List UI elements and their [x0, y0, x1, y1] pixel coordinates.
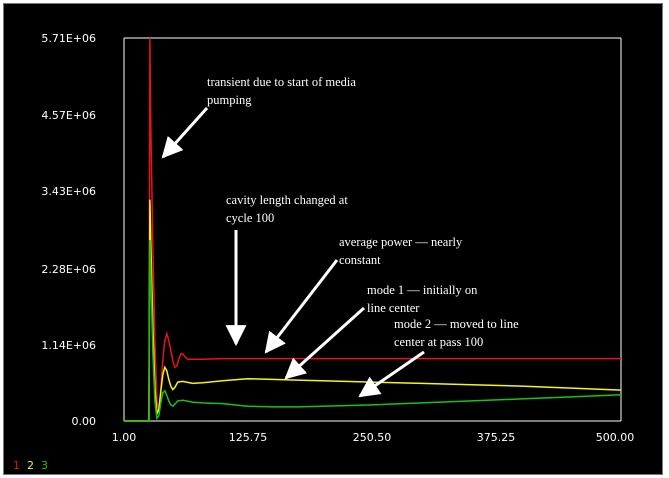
axes	[123, 37, 622, 422]
chart-window: 0.00 1.14E+06 2.28E+06 3.43E+06 4.57E+06…	[3, 3, 663, 475]
annotations: transient due to start of media pumping …	[161, 75, 519, 398]
annotation-text: cycle 100	[226, 211, 274, 225]
annotation-text: mode 2 — moved to line	[394, 317, 519, 331]
annotation-arrow	[358, 350, 425, 398]
legend-label-2: 2	[27, 459, 34, 472]
y-tick-label: 0.00	[72, 415, 97, 428]
legend-label-3: 3	[41, 459, 48, 472]
annotation-text: transient due to start of media	[207, 75, 356, 89]
annotation-arrow	[284, 306, 366, 380]
y-ticks: 0.00 1.14E+06 2.28E+06 3.43E+06 4.57E+06…	[41, 32, 96, 428]
annotation-text: constant	[339, 253, 381, 267]
series-group	[124, 37, 622, 422]
y-tick-label: 3.43E+06	[41, 185, 96, 198]
y-tick-label: 4.57E+06	[41, 109, 96, 122]
y-tick-label: 5.71E+06	[41, 32, 96, 45]
x-tick-label: 250.50	[353, 431, 392, 444]
x-tick-label: 125.75	[229, 431, 268, 444]
annotation-text: cavity length changed at	[226, 193, 348, 207]
y-tick-label: 1.14E+06	[41, 339, 96, 352]
y-tick-label: 2.28E+06	[41, 263, 96, 276]
legend-label-1: 1	[13, 459, 20, 472]
x-ticks: 1.00 125.75 250.50 375.25 500.00	[112, 431, 635, 444]
annotation-text: pumping	[207, 93, 252, 107]
annotation-text: average power — nearly	[339, 235, 463, 249]
series-line-1	[124, 37, 621, 422]
annotation-text: center at pass 100	[394, 335, 483, 349]
annotation-arrow	[264, 259, 339, 354]
x-tick-label: 500.00	[596, 431, 635, 444]
annotation-text: mode 1 — initially on	[367, 283, 478, 297]
legend: 1 2 3	[13, 459, 48, 472]
x-tick-label: 375.25	[477, 431, 516, 444]
annotation-arrow	[161, 106, 209, 159]
x-tick-label: 1.00	[112, 431, 137, 444]
annotation-text: line center	[367, 301, 420, 315]
line-chart: 0.00 1.14E+06 2.28E+06 3.43E+06 4.57E+06…	[13, 32, 635, 472]
series-line-3	[124, 239, 622, 422]
